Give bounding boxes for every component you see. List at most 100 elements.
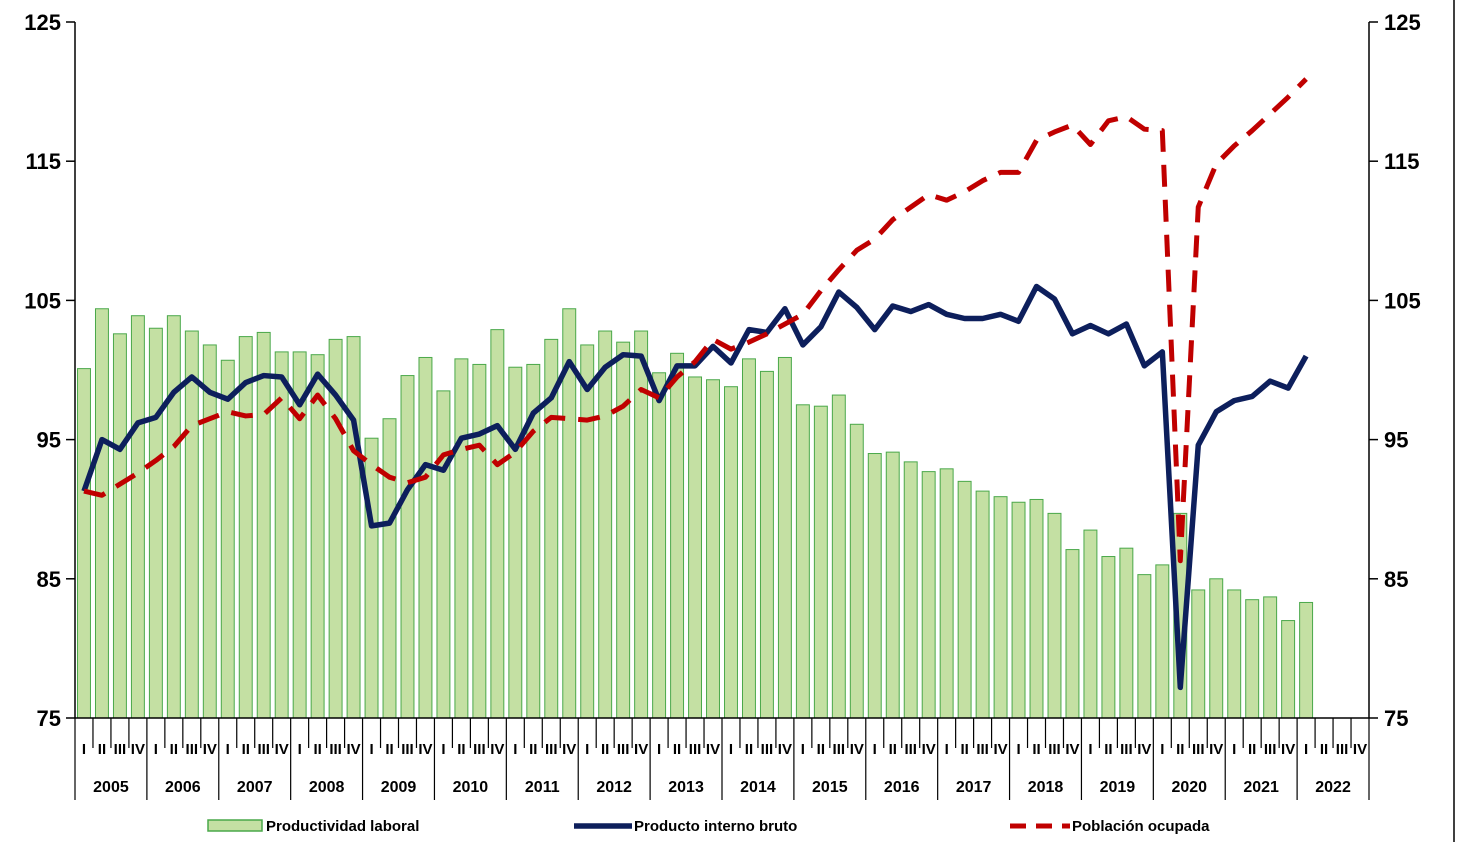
bar-productividad-32: [652, 372, 667, 719]
bar-productividad-54: [1047, 512, 1062, 719]
y-tick-label-right: 125: [1384, 10, 1421, 35]
quarter-label: I: [298, 741, 302, 758]
quarter-label: III: [401, 741, 414, 758]
quarter-label: IV: [275, 741, 289, 758]
year-label-2006: 2006: [165, 779, 201, 796]
bar-productividad-16: [364, 437, 379, 719]
quarter-label: I: [657, 741, 661, 758]
bar-productividad-46: [903, 461, 918, 719]
bar-productividad-34: [688, 376, 703, 719]
year-label-2017: 2017: [956, 779, 992, 796]
quarter-label: IV: [993, 741, 1007, 758]
quarter-label: III: [1336, 741, 1349, 758]
bar-productividad-53: [1029, 498, 1044, 719]
year-label-2015: 2015: [812, 779, 848, 796]
bar-productividad-66: [1263, 596, 1278, 719]
y-tick-label-left: 95: [37, 428, 61, 453]
quarter-label: III: [473, 741, 486, 758]
bar-productividad-0: [77, 368, 91, 719]
bar-productividad-10: [256, 331, 271, 719]
bar-productividad-50: [975, 490, 990, 719]
quarter-label: IV: [418, 741, 432, 758]
bar-productividad-56: [1083, 529, 1098, 719]
bar-productividad-2: [112, 333, 127, 719]
bar-productividad-15: [346, 336, 361, 719]
bar-productividad-1: [94, 308, 109, 719]
quarter-label: IV: [562, 741, 576, 758]
legend-label-poblacion: Población ocupada: [1072, 818, 1210, 835]
bar-productividad-5: [166, 315, 181, 719]
bar-productividad-55: [1065, 549, 1080, 719]
bar-productividad-49: [957, 480, 972, 719]
quarter-label: II: [817, 741, 825, 758]
quarter-label: IV: [1353, 741, 1367, 758]
quarter-label: II: [1248, 741, 1256, 758]
bar-productividad-64: [1227, 589, 1242, 719]
bar-productividad-68: [1299, 601, 1314, 719]
quarter-label: III: [761, 741, 774, 758]
bar-productividad-21: [454, 358, 469, 719]
quarter-label: II: [98, 741, 106, 758]
bar-productividad-38: [759, 370, 774, 719]
quarter-label: I: [441, 741, 445, 758]
bar-productividad-19: [418, 356, 433, 719]
quarter-label: II: [673, 741, 681, 758]
quarter-label: III: [833, 741, 846, 758]
quarter-label: II: [385, 741, 393, 758]
y-tick-label-right: 75: [1384, 706, 1408, 731]
quarter-label: I: [226, 741, 230, 758]
bar-productividad-42: [831, 394, 846, 719]
bar-productividad-57: [1101, 556, 1116, 719]
bar-productividad-39: [777, 356, 792, 719]
year-label-2018: 2018: [1028, 779, 1064, 796]
y-tick-label-right: 115: [1384, 149, 1420, 174]
bar-productividad-20: [436, 390, 451, 719]
year-label-2008: 2008: [309, 779, 345, 796]
quarter-label: I: [513, 741, 517, 758]
quarter-label: II: [601, 741, 609, 758]
year-label-2007: 2007: [237, 779, 273, 796]
quarter-label: III: [1264, 741, 1277, 758]
quarter-label: IV: [778, 741, 792, 758]
bar-productividad-30: [616, 341, 631, 719]
quarter-label: II: [745, 741, 753, 758]
quarter-label: III: [545, 741, 558, 758]
y-tick-label-right: 95: [1384, 428, 1408, 453]
bar-productividad-45: [885, 451, 900, 719]
y-tick-label-right: 105: [1384, 288, 1421, 313]
quarter-label: IV: [1065, 741, 1079, 758]
quarter-label: III: [186, 741, 199, 758]
quarter-label: III: [617, 741, 630, 758]
quarter-label: IV: [850, 741, 864, 758]
chart-lines: [81, 77, 1309, 691]
bar-productividad-63: [1209, 578, 1224, 719]
quarter-label: III: [1048, 741, 1061, 758]
quarter-label: III: [1120, 741, 1133, 758]
quarter-label: II: [1320, 741, 1328, 758]
bar-productividad-52: [1011, 501, 1026, 719]
bar-productividad-13: [310, 354, 325, 719]
quarter-label: I: [585, 741, 589, 758]
quarter-label: II: [170, 741, 178, 758]
quarter-label: II: [1032, 741, 1040, 758]
bar-productividad-6: [184, 330, 199, 719]
quarter-label: II: [457, 741, 465, 758]
year-label-2014: 2014: [740, 779, 776, 796]
bar-productividad-43: [849, 423, 864, 719]
bar-productividad-67: [1281, 620, 1296, 719]
bar-productividad-17: [382, 418, 397, 719]
bar-productividad-29: [598, 330, 613, 719]
quarter-label: I: [369, 741, 373, 758]
quarter-label: IV: [490, 741, 504, 758]
year-label-2013: 2013: [668, 779, 704, 796]
quarter-label: III: [257, 741, 270, 758]
quarter-label: I: [801, 741, 805, 758]
bar-productividad-11: [274, 351, 289, 719]
quarter-label: IV: [131, 741, 145, 758]
year-label-2021: 2021: [1243, 779, 1279, 796]
bar-productividad-7: [202, 344, 217, 719]
quarter-label: IV: [706, 741, 720, 758]
line-poblacion-ocupada: [83, 77, 1308, 564]
quarter-label: I: [154, 741, 158, 758]
